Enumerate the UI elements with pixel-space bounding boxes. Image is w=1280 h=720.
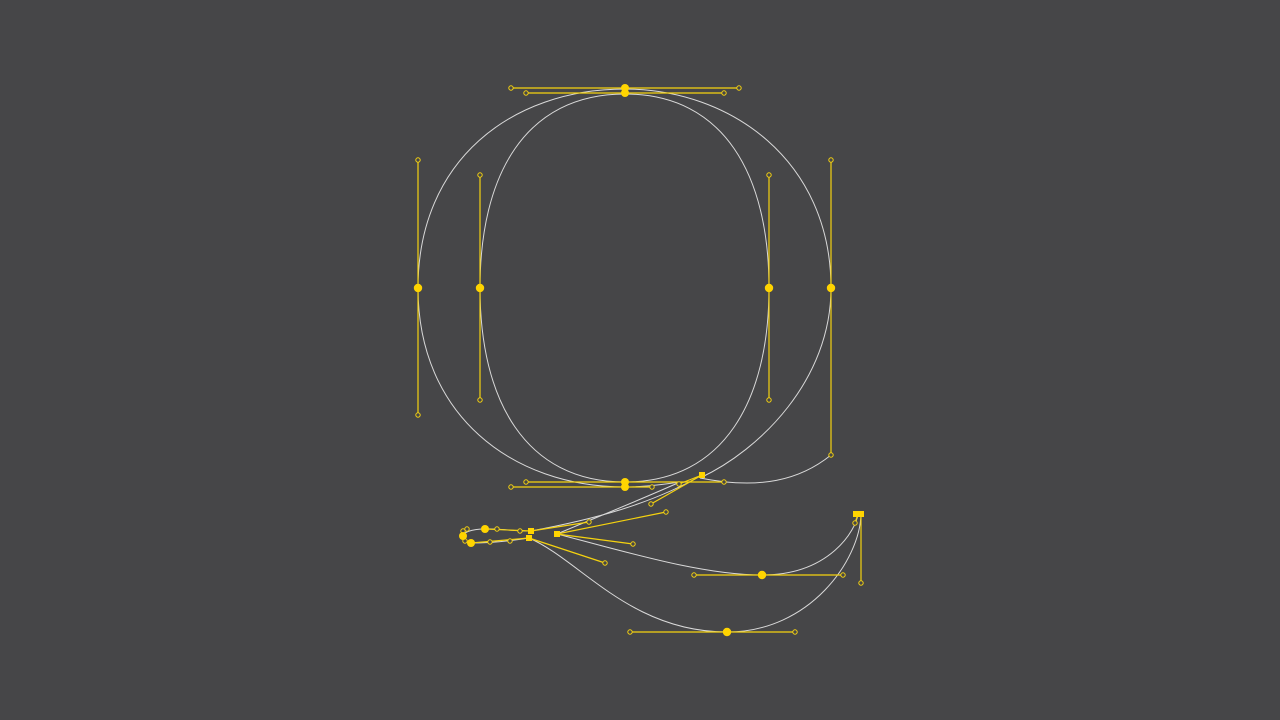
handle-line [650,474,703,505]
outer-bowl-contour [624,88,832,479]
handle-point[interactable] [487,539,493,545]
handle-point[interactable] [721,90,727,96]
handle-line [530,521,590,532]
handle-point[interactable] [517,528,523,534]
corner-point[interactable] [853,511,859,517]
corner-point[interactable] [699,472,705,478]
handle-point[interactable] [828,157,834,163]
anchor-point[interactable] [413,283,423,293]
tail-lower-contour [556,513,859,576]
handle-point[interactable] [415,412,421,418]
glyph-outline [417,88,862,633]
tail-mid-contour [699,454,832,484]
anchor-point[interactable] [621,89,629,97]
anchor-point[interactable] [467,539,475,547]
handle-line [678,474,703,485]
handle-point[interactable] [736,85,742,91]
anchor-point[interactable] [764,283,774,293]
handle-point[interactable] [477,397,483,403]
anchor-point[interactable] [621,483,629,491]
handle-point[interactable] [792,629,798,635]
handle-line [528,537,606,564]
outer-bowl-contour-left [417,88,681,488]
handle-point[interactable] [508,484,514,490]
handle-point[interactable] [766,397,772,403]
corner-point[interactable] [554,531,560,537]
handle-endpoints[interactable] [415,85,864,635]
corner-point[interactable] [858,511,864,517]
handle-line [484,528,532,532]
tail-connector-contour [556,481,681,535]
handle-point[interactable] [630,541,636,547]
handle-point[interactable] [840,572,846,578]
handle-point[interactable] [523,90,529,96]
handle-point[interactable] [494,526,500,532]
handle-point[interactable] [415,157,421,163]
handle-point[interactable] [586,519,592,525]
anchor-point[interactable] [722,627,732,637]
handle-point[interactable] [858,580,864,586]
handle-point[interactable] [602,560,608,566]
handle-point[interactable] [648,501,654,507]
anchor-point[interactable] [459,532,467,540]
handle-point[interactable] [477,172,483,178]
anchor-point[interactable] [481,525,489,533]
handle-point[interactable] [508,85,514,91]
handle-line [556,533,634,545]
handle-point[interactable] [523,479,529,485]
corner-point[interactable] [526,535,532,541]
handle-point[interactable] [691,572,697,578]
handle-point[interactable] [828,452,834,458]
corner-point[interactable] [528,528,534,534]
anchor-point[interactable] [826,283,836,293]
anchor-point[interactable] [475,283,485,293]
handle-point[interactable] [627,629,633,635]
anchor-point[interactable] [757,570,767,580]
handle-line [556,511,667,535]
anchor-points[interactable] [413,84,864,637]
handle-point[interactable] [676,481,682,487]
handle-line [470,537,530,544]
handle-point[interactable] [852,520,858,526]
handle-point[interactable] [721,479,727,485]
inner-counter-contour [479,93,770,483]
handle-point[interactable] [649,484,655,490]
handle-point[interactable] [766,172,772,178]
handle-point[interactable] [507,538,513,544]
handle-point[interactable] [663,509,669,515]
